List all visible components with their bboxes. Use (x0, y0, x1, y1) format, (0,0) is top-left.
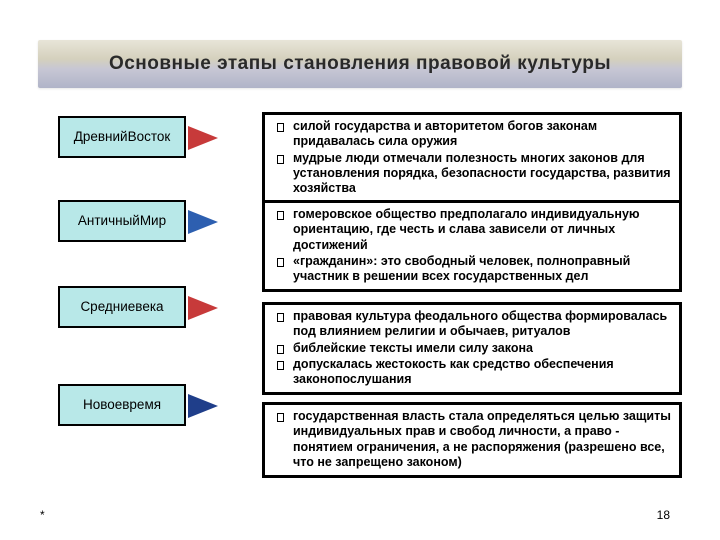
period-label-line: Восток (128, 129, 171, 145)
period-label-line: время (122, 397, 161, 413)
arrow-icon-3 (188, 394, 218, 418)
period-label-line: Античный (78, 213, 140, 229)
title-bar: Основные этапы становления правовой куль… (38, 40, 682, 88)
page-title: Основные этапы становления правовой куль… (109, 53, 611, 75)
description-item: гомеровское общество предполагало индиви… (293, 207, 671, 253)
description-item: силой государства и авторитетом богов за… (293, 119, 671, 150)
period-box-1: АнтичныйМир (58, 200, 186, 242)
period-box-0: ДревнийВосток (58, 116, 186, 158)
footer-star: * (40, 508, 45, 522)
description-box-0: силой государства и авторитетом богов за… (262, 112, 682, 204)
period-label-line: Мир (140, 213, 166, 229)
description-item: допускалась жестокость как средство обес… (293, 357, 671, 388)
description-list: государственная власть стала определятьс… (275, 409, 671, 470)
period-label-line: Средние (80, 299, 135, 315)
page-number: 18 (657, 508, 670, 522)
period-label-line: Новое (83, 397, 122, 413)
description-item: «гражданин»: это свободный человек, полн… (293, 254, 671, 285)
arrow-icon-2 (188, 296, 218, 320)
description-list: силой государства и авторитетом богов за… (275, 119, 671, 196)
description-list: правовая культура феодального общества ф… (275, 309, 671, 387)
description-box-3: государственная власть стала определятьс… (262, 402, 682, 478)
period-label-line: века (135, 299, 163, 315)
arrow-icon-0 (188, 126, 218, 150)
description-item: государственная власть стала определятьс… (293, 409, 671, 470)
period-label-line: Древний (74, 129, 128, 145)
description-box-2: правовая культура феодального общества ф… (262, 302, 682, 395)
period-box-2: Средниевека (58, 286, 186, 328)
arrow-icon-1 (188, 210, 218, 234)
description-item: мудрые люди отмечали полезность многих з… (293, 151, 671, 197)
description-item: правовая культура феодального общества ф… (293, 309, 671, 340)
description-box-1: гомеровское общество предполагало индиви… (262, 200, 682, 292)
period-box-3: Новоевремя (58, 384, 186, 426)
description-item: библейские тексты имели силу закона (293, 341, 671, 356)
description-list: гомеровское общество предполагало индиви… (275, 207, 671, 284)
